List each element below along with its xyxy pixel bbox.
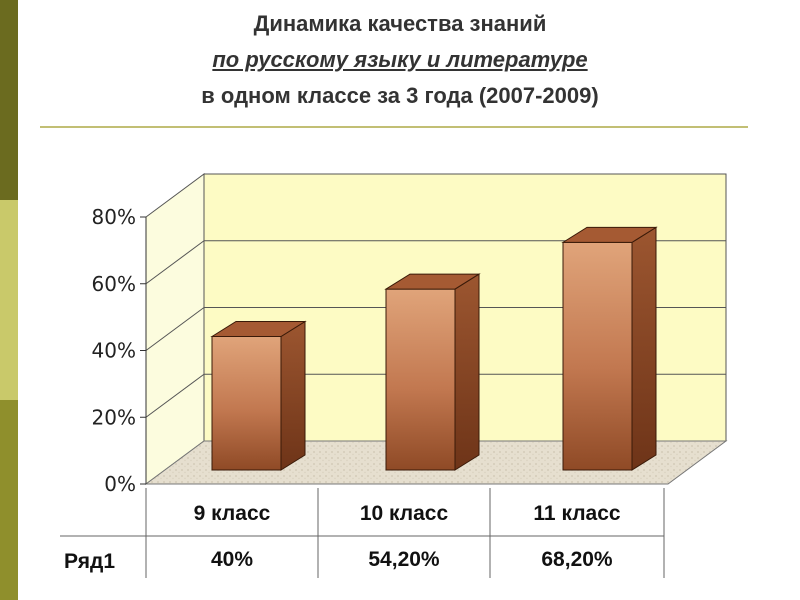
bar-side-face — [280, 320, 306, 471]
bar — [561, 226, 658, 471]
category-label: 10 класс — [360, 502, 449, 525]
bar-top-face — [561, 226, 658, 243]
data-value-label: 54,20% — [368, 548, 440, 571]
y-tick-label: 0% — [104, 472, 136, 496]
bar-front-face — [385, 288, 456, 471]
y-tick-label: 40% — [92, 339, 136, 363]
category-label: 11 класс — [533, 502, 620, 525]
bar — [210, 320, 307, 471]
gridline-side — [145, 373, 205, 418]
bar-front-face — [211, 336, 282, 471]
bar-side-face — [631, 226, 657, 471]
gridline-side — [145, 240, 205, 285]
bar-side-face — [454, 273, 480, 471]
title-line-3: в одном классе за 3 года (2007-2009) — [201, 83, 599, 108]
title-line-2: по русскому языку и литературе — [212, 47, 588, 72]
data-value-label: 40% — [211, 548, 253, 571]
y-tick-label: 20% — [92, 405, 136, 429]
y-tick-label: 80% — [92, 205, 136, 229]
data-value-label: 68,20% — [541, 548, 613, 571]
category-label: 9 класс — [194, 502, 271, 525]
chart-title: Динамика качества знаний по русскому язы… — [40, 6, 760, 114]
series-name-label: Ряд1 — [64, 550, 115, 573]
bar — [384, 273, 481, 471]
title-line-1: Динамика качества знаний — [253, 11, 547, 36]
bar-top-face — [210, 321, 307, 337]
side-strip-middle — [0, 200, 18, 400]
side-strip-top — [0, 0, 18, 200]
title-divider — [40, 126, 748, 128]
bar-top-face — [384, 273, 481, 290]
side-strip-bottom — [0, 400, 18, 600]
gridline-side — [145, 307, 205, 351]
y-tick-label: 60% — [92, 272, 136, 296]
bar-front-face — [562, 241, 633, 471]
